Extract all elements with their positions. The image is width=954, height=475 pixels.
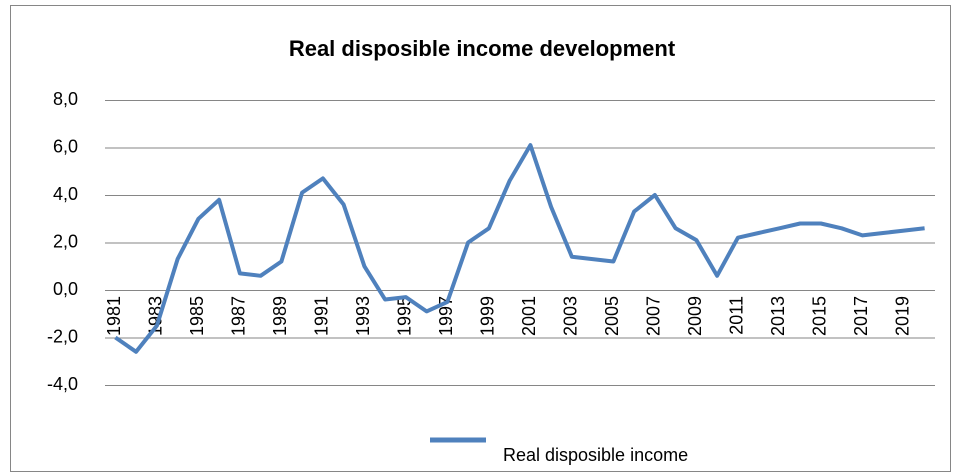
x-tick-label: 1993 xyxy=(353,296,373,336)
data-line xyxy=(114,143,925,354)
y-tick-label: 8,0 xyxy=(53,89,78,109)
x-tick-label: 1999 xyxy=(478,296,498,336)
y-tick-label: 6,0 xyxy=(53,136,78,156)
x-tick-label: 2019 xyxy=(893,296,913,336)
x-tick-label: 2009 xyxy=(685,296,705,336)
x-tick-label: 1995 xyxy=(395,296,415,336)
x-tick-label: 1987 xyxy=(229,296,249,336)
x-tick-label: 1981 xyxy=(104,296,124,336)
x-tick-label: 2015 xyxy=(810,296,830,336)
legend-label: Real disposible income xyxy=(503,445,688,465)
chart-border xyxy=(10,5,951,472)
x-tick-label: 1989 xyxy=(270,296,290,336)
x-tick-label: 2017 xyxy=(851,296,871,336)
x-tick-label: 1985 xyxy=(187,296,207,336)
chart-title: Real disposible income development xyxy=(289,36,676,61)
y-tick-label: -2,0 xyxy=(47,326,78,346)
x-tick-label: 2007 xyxy=(644,296,664,336)
x-tick-label: 2013 xyxy=(768,296,788,336)
x-tick-label: 2005 xyxy=(602,296,622,336)
y-tick-label: 2,0 xyxy=(53,231,78,251)
x-tick-label: 2001 xyxy=(519,296,539,336)
y-tick-label: 0,0 xyxy=(53,279,78,299)
x-tick-label: 2011 xyxy=(727,296,747,335)
y-tick-label: 4,0 xyxy=(53,184,78,204)
x-tick-label: 2003 xyxy=(561,296,581,336)
y-tick-label: -4,0 xyxy=(47,374,78,394)
x-tick-label: 1983 xyxy=(146,296,166,336)
x-tick-label: 1991 xyxy=(312,296,332,336)
